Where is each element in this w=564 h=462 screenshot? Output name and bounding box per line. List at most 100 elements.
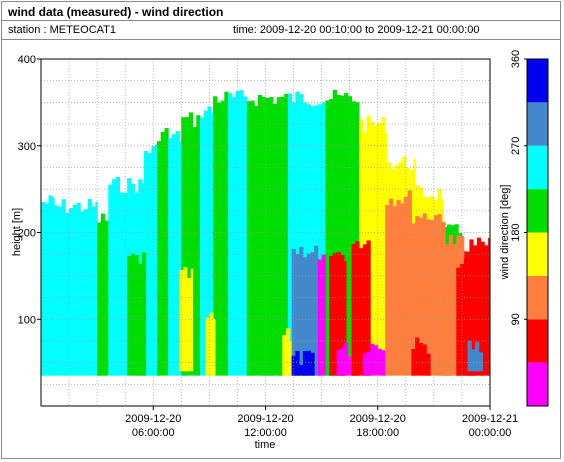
patch-12-cell-7 (437, 214, 442, 376)
patch-10-cell-1 (366, 352, 371, 376)
patch-11-cell-5 (403, 196, 409, 376)
segment-11-cell-3 (258, 95, 263, 376)
patch-7-cell-0 (329, 255, 334, 376)
colorbar-bin-6 (527, 102, 548, 146)
colorbar-tick-label-180: 180 (510, 223, 522, 241)
x-tick-label-time-1: 12:00:00 (244, 427, 287, 439)
segment-12-cell-4 (280, 97, 285, 376)
colorbar-bin-2 (527, 275, 548, 320)
patch-5-cell-5 (310, 352, 315, 376)
segment-11-cell-0 (246, 101, 251, 376)
patch-16-cell-2 (475, 341, 480, 372)
patch-16-cell-3 (478, 352, 483, 372)
segment-15-cell-7 (351, 101, 356, 376)
segment-1-cell-3 (65, 213, 70, 376)
y-axis-ticks: 100 200 300 400 (18, 54, 41, 326)
x-tick-label-time-0: 06:00:00 (132, 427, 175, 439)
segment-9-cell-3 (224, 91, 229, 376)
segment-6-cell-2 (175, 131, 180, 376)
chart-title: wind data (measured) - wind direction (8, 5, 224, 19)
patch-15-cell-6 (478, 265, 483, 376)
patch-4-cell-6 (314, 245, 319, 376)
segment-14-cell-0 (299, 94, 304, 376)
segment-15-cell-6 (347, 96, 352, 376)
segment-7-cell-1 (185, 117, 190, 376)
segment-3-cell-2 (115, 177, 120, 376)
patch-7-cell-2 (336, 252, 341, 376)
patch-1-cell-3 (190, 268, 194, 372)
segment-16-cell-4 (374, 125, 379, 376)
segment-1-cell-5 (72, 204, 77, 376)
segment-5-cell-1 (160, 131, 165, 376)
x-tick-label-time-3: 00:00:00 (469, 427, 512, 439)
patch-12-cell-2 (418, 217, 424, 376)
colorbar-bin-1 (527, 319, 548, 363)
patch-4-cell-1 (295, 254, 300, 376)
colorbar-bin-7 (527, 59, 548, 103)
patch-4-cell-0 (291, 249, 296, 376)
segment-7-cell-3 (192, 127, 197, 376)
patch-9-cell-0 (351, 244, 356, 376)
patch-12-cell-3 (422, 213, 427, 376)
segment-0-cell-3 (52, 197, 55, 376)
patch-5-cell-3 (302, 351, 308, 376)
segment-4-cell-1 (147, 153, 152, 376)
patch-16-cell-0 (467, 340, 472, 372)
segment-16-cell-6 (381, 116, 386, 376)
y-tick-label-400: 400 (18, 54, 36, 66)
segment-15-cell-1 (329, 99, 334, 376)
segment-13-cell-2 (295, 91, 300, 376)
patch-8-cell-3 (347, 356, 352, 376)
segment-6-cell-0 (168, 137, 173, 376)
colorbar-bin-0 (527, 362, 548, 406)
segment-10-cell-4 (243, 96, 248, 376)
patch-0-cell-3 (138, 263, 143, 376)
segment-14-cell-1 (302, 102, 308, 376)
patch-0-cell-4 (142, 252, 147, 376)
segment-12-cell-1 (269, 97, 274, 376)
patch-15-cell-4 (471, 267, 476, 376)
patch-6-cell-1 (321, 254, 326, 376)
patch-10-cell-0 (362, 353, 367, 376)
segment-3-cell-1 (112, 179, 117, 376)
patch-12-cell-5 (430, 220, 435, 376)
patch-12-cell-0 (411, 223, 416, 376)
segment-1-cell-0 (54, 205, 59, 376)
patch-3-cell-1 (286, 328, 291, 376)
patch-6-cell-0 (317, 259, 323, 376)
segment-3-cell-0 (108, 184, 113, 376)
colorbar-label: wind direction [deg] (499, 185, 511, 281)
segment-14-cell-3 (310, 106, 315, 376)
patch-0-cell-0 (127, 256, 132, 376)
patch-0-cell-1 (130, 253, 135, 376)
x-tick-label-time-2: 18:00:00 (356, 427, 399, 439)
segment-8-cell-1 (203, 110, 208, 376)
patch-7-cell-3 (340, 254, 345, 376)
segment-13-cell-0 (287, 93, 293, 376)
segment-0-cell-1 (44, 203, 49, 376)
patch-12-cell-8 (441, 221, 446, 376)
segment-11-cell-4 (261, 97, 266, 376)
patch-11-cell-3 (396, 200, 401, 376)
segment-5-cell-2 (164, 128, 169, 376)
patch-12-cell-6 (433, 215, 439, 376)
segment-8-cell-0 (200, 117, 205, 376)
x-tick-label-date-3: 2009-12-21 (462, 413, 518, 425)
patch-15-cell-7 (482, 261, 487, 376)
patch-15-cell-0 (456, 267, 461, 376)
patch-11-cell-4 (400, 203, 405, 376)
x-tick-label-date-2: 2009-12-20 (350, 413, 406, 425)
patch-15-cell-8 (486, 269, 491, 376)
segment-1-cell-9 (87, 199, 92, 376)
patch-13-cell-4 (426, 353, 431, 376)
segment-10-cell-1 (231, 97, 236, 376)
segment-16-cell-0 (359, 120, 364, 376)
segment-14-cell-6 (321, 102, 326, 376)
patch-11-cell-2 (392, 206, 397, 376)
patch-9-cell-3 (362, 244, 367, 376)
station-label: station : METEOCAT1 (8, 24, 116, 36)
segment-1-cell-11 (95, 201, 98, 376)
patch-8-cell-2 (344, 343, 349, 376)
patch-13-cell-2 (418, 343, 424, 376)
